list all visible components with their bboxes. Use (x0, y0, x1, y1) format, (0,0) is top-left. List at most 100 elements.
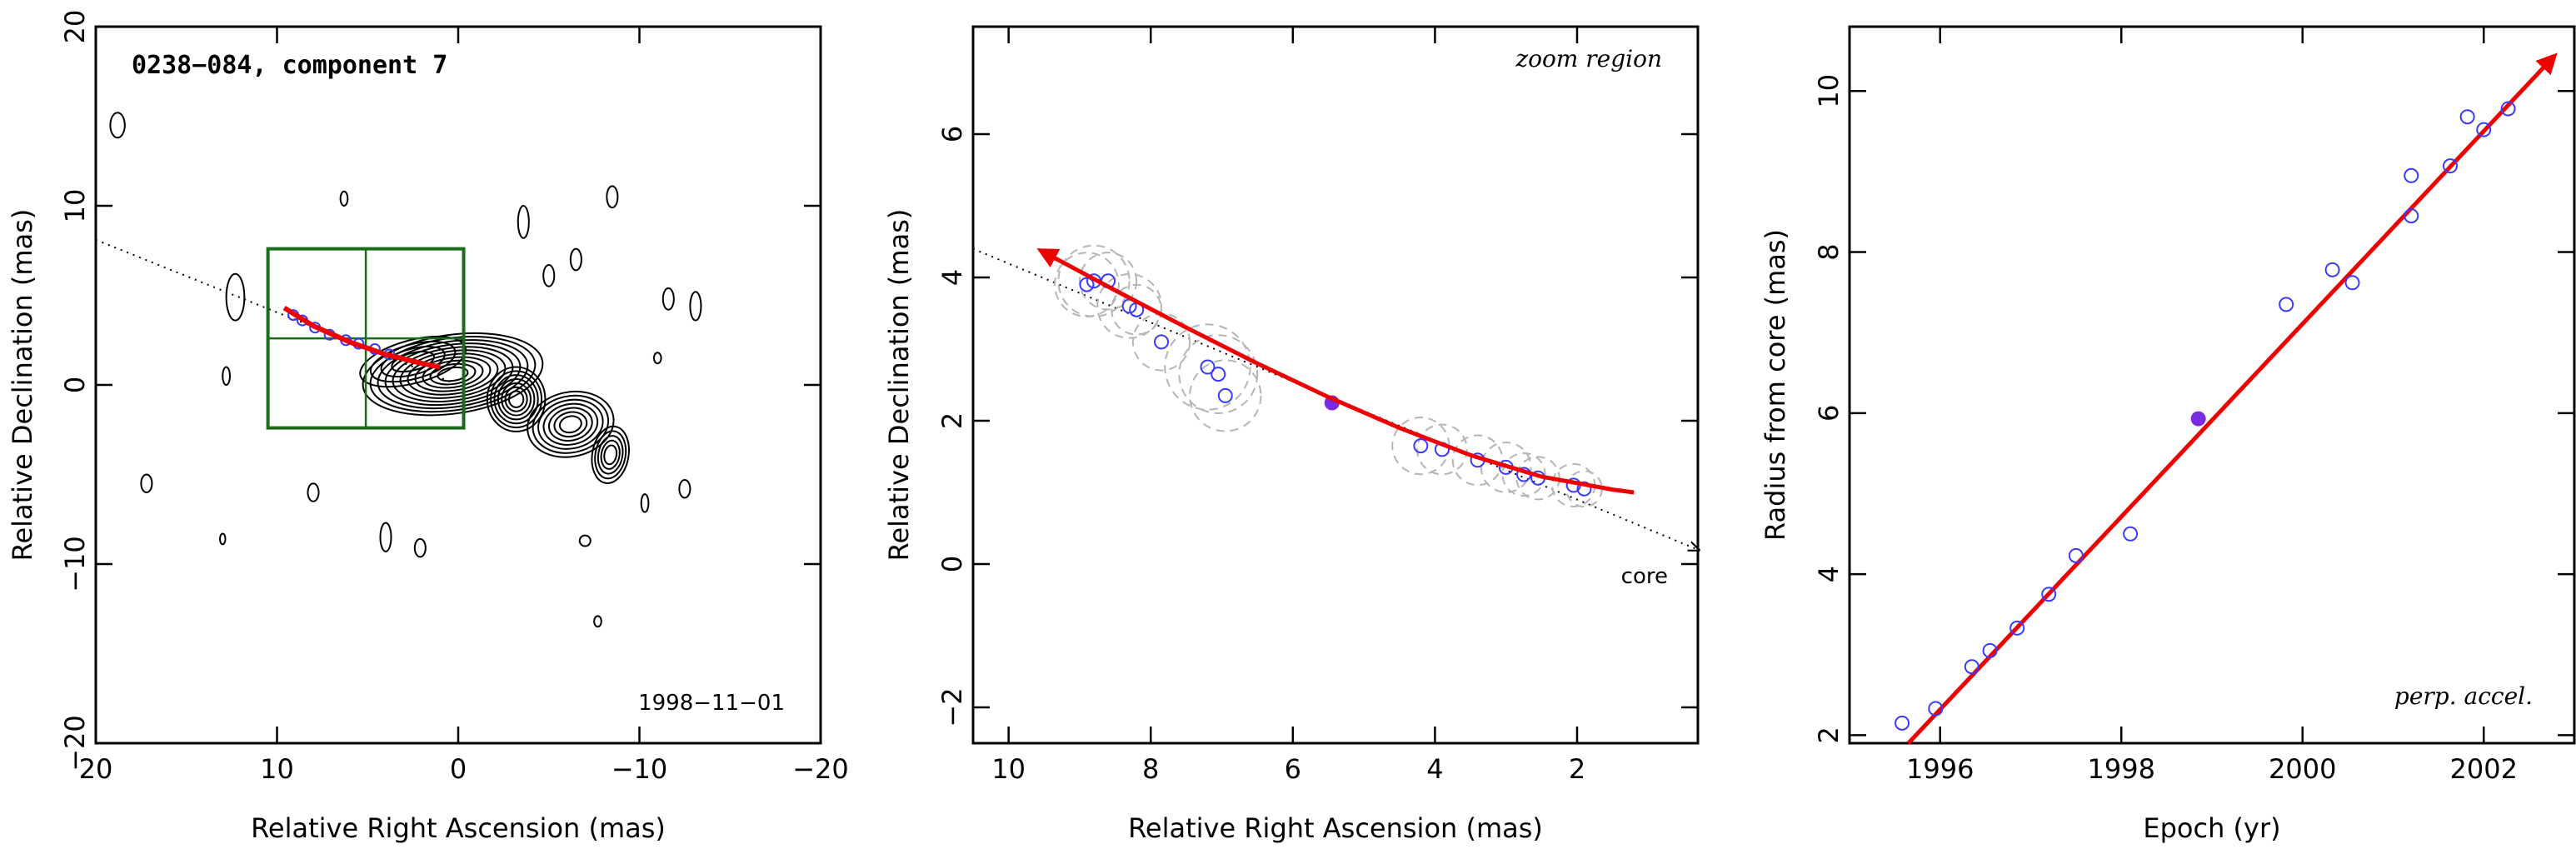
contour-ring (507, 390, 525, 408)
contour-ring (501, 382, 532, 417)
panel-radius-frame (1848, 25, 2576, 745)
contour-ring (594, 430, 627, 480)
zoom-box (266, 247, 466, 430)
map-y-tick-label: 10 (59, 189, 91, 223)
map-x-tick-label: −20 (792, 753, 849, 785)
core-direction-line (972, 247, 1698, 550)
contour-ring (603, 444, 618, 466)
panel-zoom-ticks: 10 8 6 4 2 −2 0 2 4 6 (936, 27, 1698, 785)
error-circle (1451, 434, 1504, 487)
data-point (2404, 167, 2419, 183)
contour-speck (542, 263, 556, 287)
map-x-axis-label: Relative Right Ascension (mas) (251, 812, 666, 844)
contour-ring (429, 362, 477, 386)
contour-speck (606, 185, 619, 209)
map-x-tick-label: 0 (450, 753, 467, 785)
radius-x-tick-label: 1996 (1906, 753, 1974, 785)
contour-ring (369, 340, 457, 383)
zoom-x-tick-label: 2 (1569, 753, 1585, 785)
panel-zoom: 10 8 6 4 2 −2 0 2 4 6 zoom region core Relative R… (883, 25, 1700, 844)
highlight-point (2190, 411, 2206, 427)
data-point (1079, 277, 1095, 292)
error-circle (1078, 252, 1138, 311)
trajectory-curve (282, 305, 441, 370)
radius-x-tick-label: 2002 (2450, 753, 2518, 785)
contour-ring (597, 435, 624, 475)
contour-ring (380, 345, 446, 378)
panel-radius: 1996 1998 2000 2002 2 4 6 8 10 perp. accel. Epoc… (1760, 25, 2576, 844)
contour-speck (222, 366, 231, 386)
error-circle (1164, 323, 1251, 411)
data-point (1200, 359, 1216, 375)
panel-map-ticks: 20 10 0 −10 −20 −20 −10 0 10 20 (59, 10, 849, 785)
zoom-x-tick-label: 6 (1285, 753, 1301, 785)
contour-ring (527, 390, 615, 458)
contour-speck (640, 493, 650, 513)
zoom-x-tick-label: 8 (1142, 753, 1159, 785)
data-point (2404, 208, 2419, 224)
error-circle (1565, 470, 1603, 508)
zoom-positions (1079, 273, 1592, 497)
contour-ring (391, 351, 435, 373)
data-point (2476, 122, 2492, 137)
error-circle (1096, 273, 1163, 339)
data-point (2459, 109, 2475, 125)
data-point (1211, 367, 1226, 382)
map-y-tick-label: −20 (59, 715, 91, 772)
contour-speck (109, 112, 126, 139)
contour-ring (591, 425, 630, 484)
error-circle (1178, 334, 1259, 415)
contour-ring (392, 346, 514, 402)
radius-x-tick-label: 2000 (2269, 753, 2336, 785)
contour-speck (517, 205, 530, 239)
fit-curve (1036, 248, 1635, 495)
jet-direction-line (95, 238, 459, 386)
contour-speck (652, 352, 662, 365)
contour-speck (593, 615, 602, 628)
map-date-label: 1998−11−01 (638, 691, 785, 716)
contour-ring (558, 415, 582, 434)
radius-y-tick-label: 6 (1813, 405, 1845, 422)
data-point (1964, 659, 1979, 675)
data-point (1154, 334, 1170, 350)
zoom-y-tick-label: 4 (936, 269, 968, 286)
radius-x-axis-label: Epoch (yr) (2143, 812, 2280, 844)
error-circle (1111, 283, 1163, 336)
contour-speck (689, 291, 702, 322)
panel-zoom-frame (971, 25, 1700, 745)
contour-speck (379, 522, 392, 552)
data-point (2324, 262, 2340, 277)
data-point (2500, 101, 2516, 117)
zoom-x-tick-label: 4 (1426, 753, 1443, 785)
radius-annotation: perp. accel. (2394, 682, 2533, 710)
error-circle (1189, 359, 1262, 432)
data-point (1217, 387, 1233, 403)
data-point (2279, 297, 2294, 312)
contour-speck (218, 532, 227, 546)
data-point (2009, 620, 2025, 636)
data-point (2068, 547, 2084, 563)
zoom-annotation: zoom region (1515, 45, 1662, 72)
radius-x-tick-label: 1998 (2088, 753, 2155, 785)
data-point (1895, 715, 1910, 731)
contour-ring (542, 402, 599, 446)
contour-speck (225, 272, 246, 322)
contour-speck (661, 287, 675, 311)
map-x-tick-label: 20 (79, 753, 113, 785)
contour-speck (140, 473, 153, 493)
contour-speck (578, 534, 592, 547)
radius-y-tick-label: 2 (1813, 727, 1845, 743)
data-point (1576, 481, 1592, 497)
contour-speck (678, 478, 691, 499)
contour-ring (377, 339, 529, 410)
radius-y-tick-label: 10 (1813, 74, 1845, 108)
contour-ring (486, 366, 547, 432)
error-circle (1416, 423, 1468, 476)
map-y-tick-label: 0 (59, 377, 91, 393)
contour-speck (569, 247, 582, 272)
data-point (2443, 158, 2459, 174)
radio-contours (109, 112, 702, 628)
data-point (2041, 587, 2057, 602)
map-x-tick-label: 10 (260, 753, 294, 785)
